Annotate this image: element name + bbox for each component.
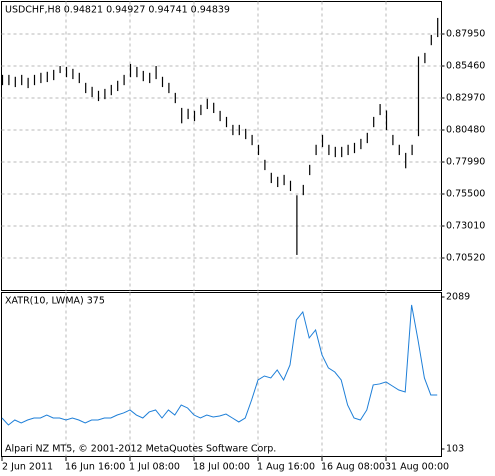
y-tick-label: 0.85460 xyxy=(446,61,485,72)
x-tick-label: 1 Jul 08:00 xyxy=(129,462,180,473)
y-tick-label: 103 xyxy=(446,444,464,455)
x-tick-label: 2 Jun 2011 xyxy=(2,462,53,473)
price-title: USDCHF,H8 0.94821 0.94927 0.94741 0.9483… xyxy=(5,5,230,16)
indicator-title: XATR(10, LWMA) 375 xyxy=(5,296,105,307)
y-tick-label: 0.82970 xyxy=(446,93,485,104)
indicator-line xyxy=(1,304,438,426)
price-panel xyxy=(1,1,442,291)
footer: Alpari NZ MT5, © 2001-2012 MetaQuotes So… xyxy=(5,444,276,455)
x-tick-label: 31 Aug 00:00 xyxy=(385,462,449,473)
x-tick-label: 18 Jul 00:00 xyxy=(193,462,250,473)
y-tick-label: 0.80480 xyxy=(446,125,485,136)
y-tick-label: 0.77990 xyxy=(446,157,485,168)
indicator-panel xyxy=(1,292,442,457)
y-tick-label: 0.73010 xyxy=(446,221,485,232)
y-tick-label: 0.75500 xyxy=(446,189,485,200)
grid-layer xyxy=(1,1,445,461)
y-tick-label: 0.70520 xyxy=(446,253,485,264)
x-tick-label: 1 Aug 16:00 xyxy=(257,462,315,473)
marks-layer xyxy=(1,17,439,426)
x-tick-label: 16 Jun 16:00 xyxy=(65,462,125,473)
x-tick-label: 16 Aug 08:00 xyxy=(321,462,385,473)
y-tick-label: 0.87950 xyxy=(446,29,485,40)
y-tick-label: 2089 xyxy=(446,292,470,303)
